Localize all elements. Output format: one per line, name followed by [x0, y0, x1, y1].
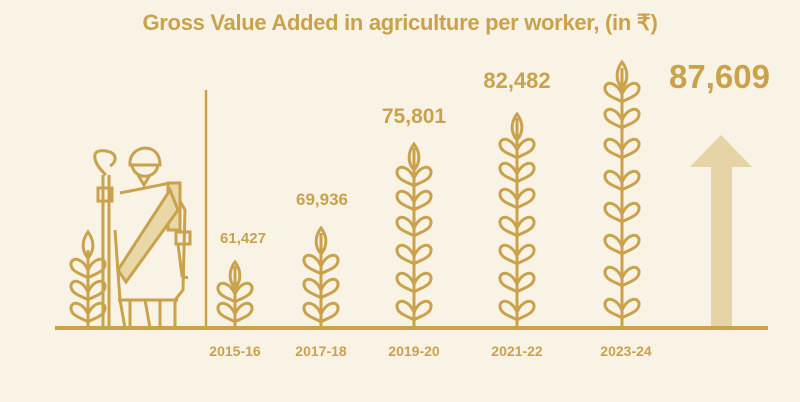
value-label-2021-22: 82,482 [483, 68, 551, 93]
value-label-2023-24: 87,609 [669, 58, 770, 95]
farmer-icon [93, 146, 192, 329]
up-arrow-icon [690, 135, 752, 326]
wheat-plant-icon [302, 226, 340, 328]
chart-title: Gross Value Added in agriculture per wor… [142, 10, 658, 35]
x-label-2015-16: 2015-16 [209, 343, 261, 359]
value-label-2015-16: 61,427 [220, 230, 266, 247]
wheat-plant-icon [69, 230, 107, 328]
x-label-2019-20: 2019-20 [388, 343, 440, 359]
wheat-plant-icon [216, 260, 254, 328]
value-label-2017-18: 69,936 [296, 190, 348, 209]
wheat-plant-icon [498, 112, 536, 328]
x-label-2017-18: 2017-18 [295, 343, 347, 359]
value-label-2019-20: 75,801 [381, 105, 447, 128]
wheat-plant-icon [395, 142, 433, 328]
x-label-2023-24: 2023-24 [600, 343, 652, 359]
x-label-2021-22: 2021-22 [491, 343, 543, 359]
wheat-plant-icon [603, 60, 641, 328]
